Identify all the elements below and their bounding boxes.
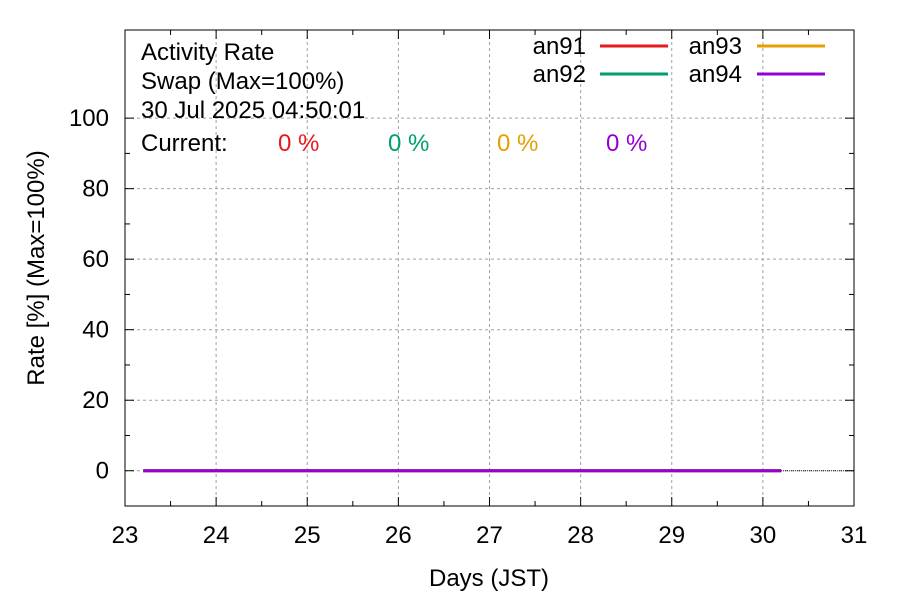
current-value-an94: 0 % (606, 130, 647, 157)
legend-label-an94: an94 (689, 61, 742, 88)
y-tick-label: 100 (69, 105, 109, 132)
y-axis-label: Rate [%] (Max=100%) (23, 150, 50, 385)
y-tick-label: 0 (96, 458, 109, 485)
axis-ticks: 23 24 25 26 27 28 29 30 31 0 20 40 60 80 100 (69, 30, 867, 549)
chart-subtitle: Swap (Max=100%) (141, 68, 344, 95)
y-tick-label: 80 (82, 176, 109, 203)
current-value-an91: 0 % (278, 130, 319, 157)
current-label: Current: (141, 130, 228, 157)
current-value-an92: 0 % (388, 130, 429, 157)
legend-label-an93: an93 (689, 33, 742, 60)
x-tick-label: 29 (658, 522, 685, 549)
chart-timestamp: 30 Jul 2025 04:50:01 (141, 97, 365, 124)
x-tick-label: 31 (841, 522, 868, 549)
legend-label-an92: an92 (533, 61, 586, 88)
y-tick-label: 60 (82, 246, 109, 273)
x-tick-label: 28 (567, 522, 594, 549)
x-tick-label: 24 (203, 522, 230, 549)
chart-title: Activity Rate (141, 39, 274, 66)
y-tick-label: 40 (82, 317, 109, 344)
x-tick-label: 27 (476, 522, 503, 549)
x-tick-label: 26 (385, 522, 412, 549)
legend-label-an91: an91 (533, 33, 586, 60)
current-value-an93: 0 % (497, 130, 538, 157)
x-tick-label: 23 (112, 522, 139, 549)
x-tick-label: 25 (294, 522, 321, 549)
current-values: 0 % 0 % 0 % 0 % (278, 130, 647, 157)
x-tick-label: 30 (750, 522, 777, 549)
y-tick-label: 20 (82, 387, 109, 414)
x-axis-label: Days (JST) (429, 565, 549, 592)
